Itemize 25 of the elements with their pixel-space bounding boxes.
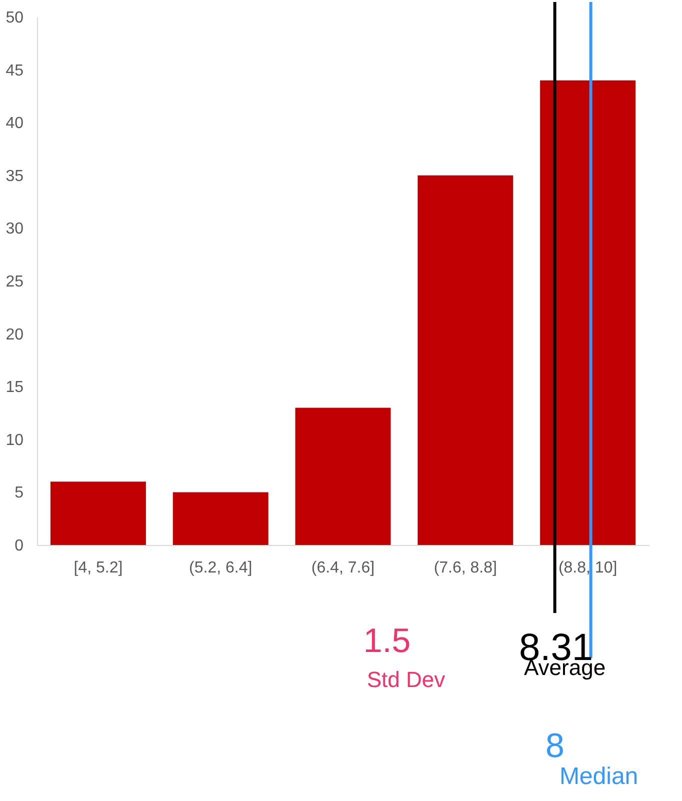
y-tick-label: 20 bbox=[6, 326, 24, 344]
y-tick-label: 0 bbox=[14, 538, 24, 554]
text: 1.5 bbox=[363, 622, 411, 660]
text: Std Dev bbox=[366, 667, 446, 692]
y-tick-label: 40 bbox=[6, 115, 24, 132]
bar bbox=[50, 482, 146, 545]
y-tick-label: 5 bbox=[14, 484, 24, 502]
y-tick-label: 15 bbox=[6, 379, 24, 396]
x-tick-label: (7.6, 8.8] bbox=[434, 560, 497, 576]
y-tick-label: 10 bbox=[6, 432, 24, 449]
x-tick-label: (6.4, 7.6] bbox=[311, 560, 375, 576]
bar bbox=[172, 492, 268, 545]
y-tick-label: 45 bbox=[6, 62, 24, 80]
bar bbox=[295, 408, 391, 545]
ref-line-label: Median bbox=[559, 763, 638, 790]
x-tick-label: [4, 5.2] bbox=[74, 560, 123, 576]
text: 8 bbox=[546, 727, 564, 765]
y-tick-label: 30 bbox=[6, 220, 24, 238]
y-tick-label: 35 bbox=[6, 168, 24, 185]
bar bbox=[418, 175, 514, 545]
bar bbox=[540, 80, 636, 545]
y-tick-label: 50 bbox=[6, 10, 24, 26]
x-tick-label: (8.8, 10] bbox=[558, 560, 618, 576]
x-tick-label: (5.2, 6.4] bbox=[189, 560, 252, 576]
y-tick-label: 25 bbox=[6, 274, 24, 290]
